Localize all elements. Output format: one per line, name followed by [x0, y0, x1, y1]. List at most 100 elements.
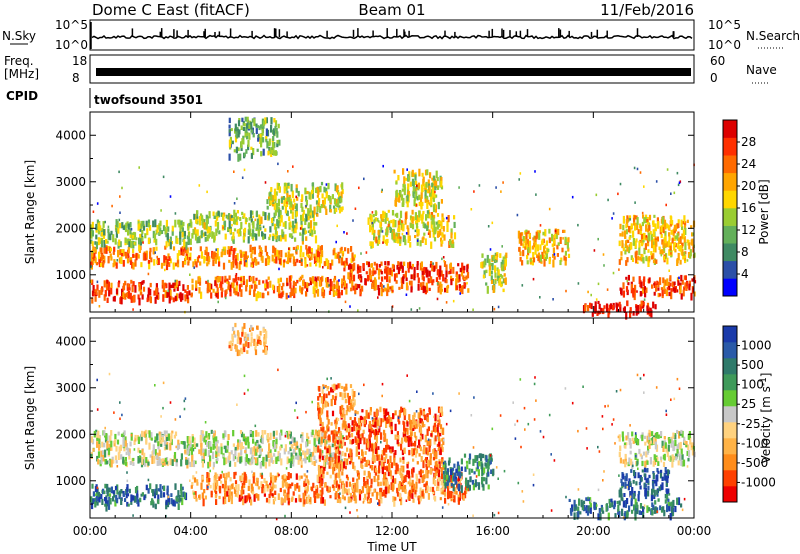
- heatmap-cell: [565, 289, 567, 293]
- heatmap-cell: [155, 438, 158, 443]
- heatmap-cell: [356, 429, 359, 436]
- heatmap-cell: [420, 214, 423, 221]
- heatmap-cell: [362, 429, 365, 434]
- heatmap-cell: [192, 261, 195, 268]
- heatmap-cell: [677, 280, 680, 286]
- heatmap-cell: [193, 266, 195, 269]
- heatmap-cell: [628, 236, 631, 240]
- heatmap-cell: [214, 440, 218, 447]
- heatmap-cell: [252, 246, 255, 250]
- heatmap-cell: [103, 442, 106, 448]
- heatmap-cell: [435, 465, 438, 470]
- heatmap-cell: [411, 493, 414, 499]
- heatmap-cell: [612, 271, 615, 275]
- heatmap-cell: [634, 201, 636, 204]
- heatmap-cell: [272, 430, 275, 437]
- heatmap-cell: [350, 287, 353, 292]
- heatmap-cell: [311, 189, 314, 195]
- heatmap-cell: [365, 442, 368, 450]
- heatmap-cell: [348, 453, 351, 458]
- heatmap-cell: [352, 219, 354, 222]
- heatmap-cell: [526, 254, 529, 260]
- heatmap-cell: [424, 286, 427, 292]
- heatmap-cell: [556, 244, 559, 250]
- heatmap-cell: [247, 229, 250, 235]
- heatmap-cell: [349, 439, 352, 445]
- heatmap-cell: [393, 496, 396, 501]
- heatmap-cell: [337, 197, 340, 201]
- heatmap-cell: [403, 187, 406, 196]
- heatmap-cell: [402, 201, 405, 207]
- heatmap-cell: [337, 251, 340, 255]
- heatmap-cell: [335, 417, 338, 425]
- heatmap-cell: [367, 492, 370, 498]
- heatmap-cell: [341, 283, 344, 289]
- heatmap-cell: [297, 459, 300, 465]
- heatmap-cell: [304, 230, 307, 234]
- heatmap-cell: [412, 448, 415, 456]
- heatmap-cell: [229, 284, 232, 292]
- heatmap-cell: [420, 285, 423, 290]
- heatmap-cell: [418, 498, 421, 505]
- heatmap-cell: [375, 263, 378, 271]
- heatmap-cell: [403, 448, 406, 453]
- heatmap-cell: [496, 267, 499, 272]
- heatmap-cell: [617, 303, 620, 307]
- heatmap-cell: [348, 397, 351, 405]
- heatmap-cell: [654, 227, 657, 232]
- heatmap-cell: [622, 224, 625, 231]
- heatmap-cell: [661, 289, 664, 297]
- heatmap-cell: [346, 392, 349, 398]
- heatmap-cell: [276, 286, 279, 293]
- heatmap-cell: [236, 490, 239, 498]
- heatmap-cell: [352, 285, 355, 291]
- heatmap-cell: [384, 261, 387, 266]
- heatmap-cell: [662, 277, 665, 284]
- heatmap-cell: [357, 417, 361, 426]
- heatmap-cell: [433, 448, 436, 453]
- heatmap-cell: [118, 280, 121, 284]
- heatmap-cell: [386, 283, 389, 290]
- heatmap-cell: [122, 456, 125, 464]
- heatmap-cell: [396, 464, 399, 472]
- heatmap-cell: [296, 482, 299, 489]
- heatmap-cell: [407, 190, 410, 195]
- heatmap-cell: [334, 183, 337, 192]
- heatmap-cell: [357, 284, 361, 289]
- heatmap-cell: [266, 205, 269, 210]
- heatmap-cell: [518, 247, 521, 252]
- heatmap-cell: [369, 274, 372, 280]
- heatmap-cell: [287, 472, 290, 480]
- heatmap-cell: [361, 449, 364, 456]
- heatmap-cell: [357, 430, 360, 439]
- heatmap-cell: [299, 227, 302, 230]
- heatmap-cell: [402, 476, 405, 483]
- heatmap-cell: [320, 396, 323, 404]
- heatmap-cell: [273, 212, 276, 219]
- heatmap-cell: [407, 265, 410, 273]
- heatmap-cell: [625, 229, 628, 235]
- heatmap-cell: [276, 249, 279, 257]
- heatmap-cell: [440, 428, 443, 434]
- heatmap-cell: [132, 308, 134, 311]
- heatmap-cell: [381, 492, 384, 497]
- heatmap-cell: [452, 483, 455, 492]
- heatmap-cell: [167, 253, 170, 258]
- heatmap-cell: [241, 474, 244, 481]
- heatmap-cell: [314, 495, 317, 503]
- heatmap-cell: [352, 395, 355, 402]
- heatmap-cell: [275, 256, 278, 264]
- heatmap-cell: [272, 475, 275, 483]
- heatmap-cell: [99, 237, 102, 244]
- heatmap-cell: [372, 214, 375, 218]
- heatmap-cell: [325, 187, 328, 194]
- heatmap-cell: [252, 221, 255, 229]
- heatmap-cell: [372, 279, 375, 287]
- heatmap-cell: [331, 286, 334, 292]
- heatmap-cell: [343, 496, 346, 501]
- heatmap-cell: [415, 481, 418, 489]
- heatmap-cell: [322, 399, 325, 404]
- heatmap-cell: [669, 249, 672, 254]
- heatmap-cell: [591, 311, 594, 317]
- heatmap-cell: [207, 260, 210, 265]
